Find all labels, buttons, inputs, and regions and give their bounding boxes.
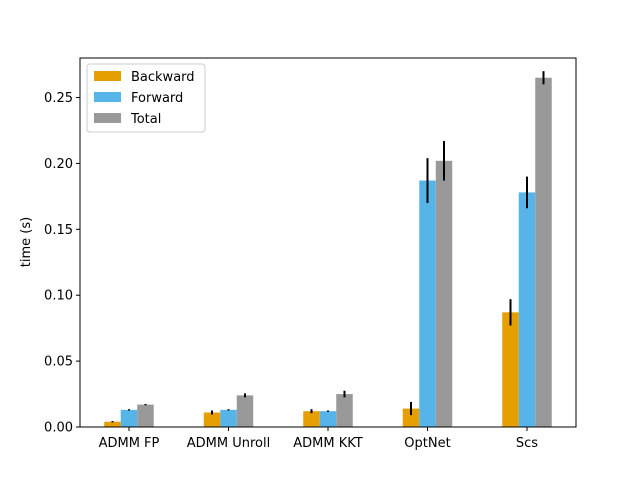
- bar-backward: [402, 408, 420, 427]
- x-tick-label: ADMM KKT: [293, 436, 363, 451]
- legend-swatch: [94, 92, 121, 102]
- x-tick-label: OptNet: [404, 436, 450, 451]
- x-tick-label: ADMM FP: [99, 436, 160, 451]
- y-tick-label: 0.15: [44, 223, 73, 238]
- y-tick-label: 0.20: [44, 157, 73, 172]
- bar-total: [435, 160, 453, 428]
- bar-forward: [419, 180, 436, 427]
- legend: Backward Forward Total: [86, 63, 206, 133]
- plot-frame: [79, 57, 577, 428]
- x-tick-label: ADMM Unroll: [187, 436, 270, 451]
- bar-backward: [203, 412, 221, 427]
- y-tick-label: 0.10: [44, 289, 73, 304]
- bar-forward: [220, 409, 237, 427]
- bar-forward: [319, 411, 337, 427]
- legend-swatch: [94, 113, 121, 123]
- bar-total: [236, 395, 254, 427]
- bar-forward: [120, 409, 138, 427]
- y-axis-label: time (s): [19, 217, 34, 267]
- legend-label: Total: [130, 112, 161, 127]
- legend-swatch: [94, 71, 121, 81]
- y-tick-label: 0.25: [44, 91, 73, 106]
- bar-backward: [104, 421, 121, 427]
- bar-total: [336, 394, 353, 427]
- legend-label: Forward: [131, 91, 183, 106]
- y-tick-label: 0.05: [44, 355, 73, 370]
- x-tick-label: Scs: [516, 436, 538, 451]
- bar-forward: [518, 192, 536, 427]
- bar-backward: [303, 411, 320, 427]
- bar-total: [535, 77, 552, 428]
- y-axis: 0.00 0.05 0.10 0.15 0.20 0.25: [44, 91, 80, 436]
- bar-total: [137, 404, 154, 427]
- y-tick-label: 0.00: [44, 421, 73, 436]
- x-axis: ADMM FP ADMM Unroll ADMM KKT OptNet Scs: [99, 427, 538, 451]
- bars-group: [104, 71, 552, 428]
- bar-backward: [502, 312, 519, 427]
- legend-label: Backward: [131, 70, 195, 85]
